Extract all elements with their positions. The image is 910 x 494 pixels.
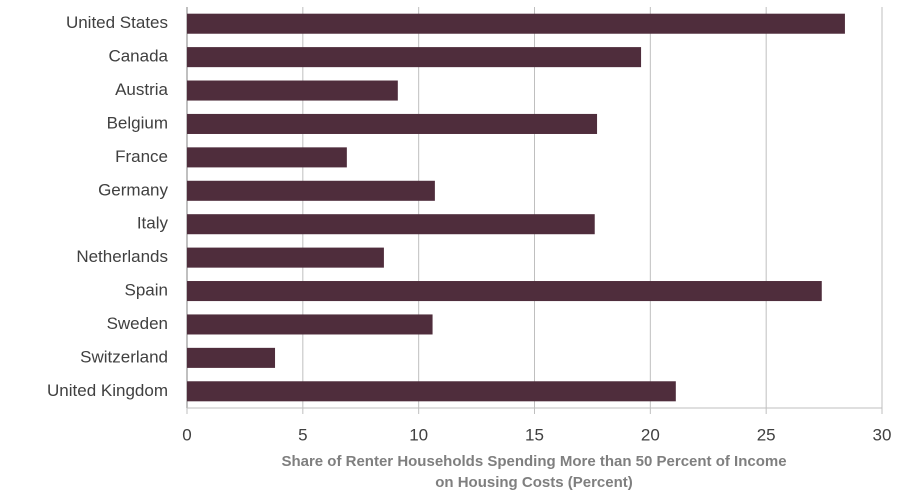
x-tick-label: 20 [641, 425, 660, 444]
y-tick-label: Austria [115, 80, 168, 99]
y-tick-label: Sweden [107, 314, 168, 333]
y-tick-label: United States [66, 13, 168, 32]
y-tick-label: Germany [98, 180, 168, 199]
bar [187, 214, 595, 235]
x-tick-label: 5 [298, 425, 307, 444]
bar [187, 347, 276, 368]
bar [187, 47, 642, 68]
y-tick-label: Canada [108, 47, 168, 66]
x-axis-title: on Housing Costs (Percent) [435, 474, 633, 491]
bar [187, 80, 398, 101]
bar [187, 113, 598, 134]
y-tick-label: France [115, 147, 168, 166]
x-tick-label: 10 [409, 425, 428, 444]
x-tick-label: 30 [873, 425, 892, 444]
x-tick-label: 25 [757, 425, 776, 444]
x-tick-label: 15 [525, 425, 544, 444]
y-tick-label: Belgium [107, 113, 168, 132]
y-tick-label: Switzerland [80, 347, 168, 366]
bar [187, 314, 433, 335]
y-tick-label: Spain [125, 281, 168, 300]
y-tick-label: Netherlands [76, 247, 168, 266]
x-tick-label: 0 [182, 425, 191, 444]
bar [187, 281, 822, 302]
y-tick-label: United Kingdom [47, 381, 168, 400]
y-tick-label: Italy [137, 214, 169, 233]
bar [187, 147, 347, 168]
bar [187, 13, 845, 34]
bar [187, 381, 676, 402]
bar [187, 180, 435, 201]
x-axis-title: Share of Renter Households Spending More… [281, 453, 786, 470]
bar [187, 247, 384, 268]
